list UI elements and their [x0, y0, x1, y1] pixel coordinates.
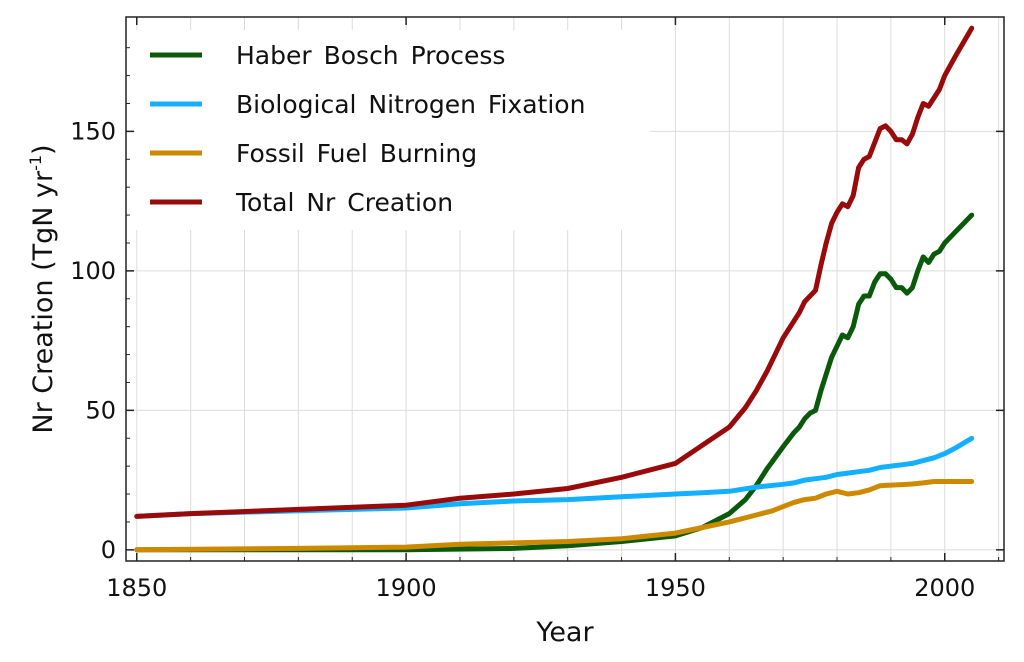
series-layer	[134, 25, 975, 553]
y-tick-label: 50	[85, 396, 116, 424]
series-line-total-nr-creation	[134, 25, 975, 519]
y-tick-label: 150	[70, 117, 116, 145]
y-axis-label-main: Nr Creation (TgN yr	[28, 170, 59, 434]
x-tick-label: 1950	[645, 574, 706, 602]
y-tick-label: 0	[101, 536, 116, 564]
ticks: 1850 1900 1950 2000 0 50 100 150	[70, 17, 1004, 602]
series-line-biological-nitrogen-fixation	[134, 435, 975, 519]
legend-label: Total Nr Creation	[235, 188, 453, 217]
legend-label: Fossil Fuel Burning	[236, 139, 477, 168]
legend-label: Biological Nitrogen Fixation	[236, 90, 585, 119]
legend-label: Haber Bosch Process	[236, 41, 505, 70]
y-axis-label: Nr Creation (TgN yr-1)	[26, 144, 59, 433]
legend: Haber Bosch Process Biological Nitrogen F…	[135, 30, 650, 230]
plot-frame	[125, 16, 1005, 562]
series-line-haber-bosch-process	[134, 212, 975, 553]
x-axis-label: Year	[535, 617, 594, 648]
y-tick-label: 100	[70, 257, 116, 285]
y-axis-label-superscript: -1	[26, 155, 45, 171]
series-line-fossil-fuel-burning	[134, 479, 975, 553]
x-tick-label: 1900	[376, 574, 437, 602]
legend-box	[135, 30, 650, 230]
x-tick-label: 1850	[106, 574, 167, 602]
y-axis-label-suffix: )	[28, 144, 59, 155]
x-tick-label: 2000	[914, 574, 975, 602]
